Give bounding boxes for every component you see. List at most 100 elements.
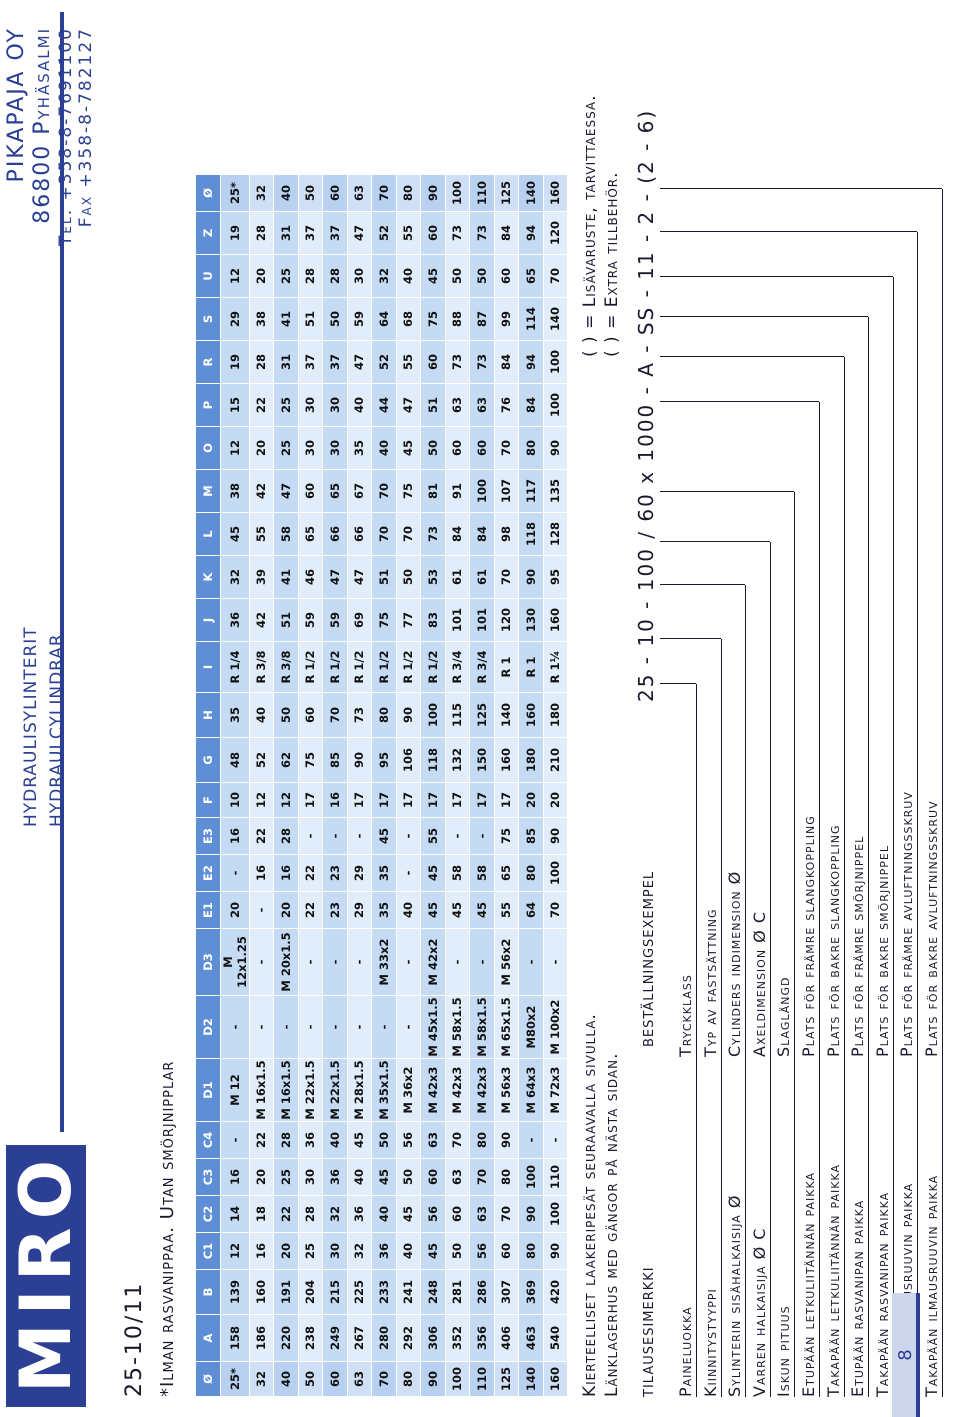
table-cell: 132 bbox=[445, 737, 470, 783]
table-cell: 307 bbox=[494, 1269, 519, 1315]
table-cell: 90 bbox=[518, 1195, 543, 1233]
connector-line bbox=[868, 317, 870, 1397]
table-cell: 35 bbox=[220, 692, 249, 738]
table-cell: R 1 bbox=[518, 641, 543, 693]
table-cell: 100 bbox=[543, 383, 568, 427]
table-cell: 37 bbox=[322, 211, 347, 255]
table-cell: 90 bbox=[494, 1121, 519, 1159]
company-name: PIKAPAJA OY bbox=[4, 27, 29, 183]
table-cell: 51 bbox=[298, 297, 323, 341]
table-cell: 14 bbox=[220, 1195, 249, 1233]
column-header: R bbox=[195, 340, 220, 384]
table-cell: 60 bbox=[420, 211, 445, 255]
table-cell: 25* bbox=[220, 1361, 249, 1397]
miro-logo: MIRO bbox=[5, 1145, 87, 1407]
table-cell: 31 bbox=[273, 340, 298, 384]
table-cell: 106 bbox=[396, 737, 421, 783]
table-cell: 77 bbox=[396, 598, 421, 642]
column-header: B bbox=[195, 1269, 220, 1315]
table-cell: 28 bbox=[273, 1121, 298, 1159]
page-tab-bar bbox=[916, 1293, 920, 1417]
table-cell: 47 bbox=[396, 383, 421, 427]
table-cell: 58 bbox=[273, 512, 298, 556]
table-cell: 59 bbox=[322, 598, 347, 642]
title-sv: hydraulcylindrar bbox=[40, 633, 68, 827]
table-cell: 20 bbox=[543, 782, 568, 818]
table-cell: 50 bbox=[396, 1158, 421, 1196]
table-cell: 19 bbox=[220, 211, 249, 255]
table-cell: M 56x3 bbox=[494, 1058, 519, 1122]
table-cell: 84 bbox=[494, 340, 519, 384]
table-cell: 40 bbox=[371, 1195, 396, 1233]
table-cell: 17 bbox=[469, 782, 494, 818]
table-cell: 45 bbox=[396, 1195, 421, 1233]
table-cell: 47 bbox=[347, 211, 372, 255]
order-key-fi: Etupään letkuliitännän paikka bbox=[799, 1171, 818, 1397]
table-row: 70 280 233 36 40 45 50 M 35x1.5- M 33x2 35 35 45 17 9… bbox=[371, 174, 396, 1397]
column-header: M bbox=[195, 469, 220, 513]
table-cell: 80 bbox=[494, 1158, 519, 1196]
table-cell: R 1/2 bbox=[347, 641, 372, 693]
table-cell: 45 bbox=[420, 254, 445, 298]
table-cell: 47 bbox=[347, 340, 372, 384]
order-key-sv: Axeldimension Ø C bbox=[749, 911, 769, 1057]
table-cell: 20 bbox=[518, 782, 543, 818]
table-cell: 17 bbox=[494, 782, 519, 818]
table-cell: 32 bbox=[322, 1195, 347, 1233]
table-cell: 47 bbox=[273, 469, 298, 513]
table-cell: 160 bbox=[249, 1269, 274, 1315]
order-key-fi: Paineluokka bbox=[676, 1306, 695, 1397]
table-cell: 20 bbox=[273, 1232, 298, 1270]
table-cell: 22 bbox=[298, 891, 323, 929]
table-cell: 55 bbox=[396, 340, 421, 384]
table-cell: 35 bbox=[347, 426, 372, 470]
model-number: 25-10/11 bbox=[122, 1281, 147, 1397]
table-cell: 125 bbox=[494, 174, 519, 212]
table-cell: 45 bbox=[220, 512, 249, 556]
connector-riser bbox=[660, 231, 918, 232]
table-cell: 67 bbox=[347, 469, 372, 513]
order-key-sv: Slaglängd bbox=[774, 976, 794, 1057]
table-cell: 100 bbox=[445, 1361, 470, 1397]
table-cell: 22 bbox=[249, 817, 274, 855]
table-cell: 100 bbox=[469, 469, 494, 513]
table-cell: 51 bbox=[371, 555, 396, 599]
connector-line bbox=[769, 542, 771, 1397]
table-cell: 52 bbox=[249, 737, 274, 783]
column-header: D2 bbox=[195, 995, 220, 1059]
table-cell: M 42x3 bbox=[445, 1058, 470, 1122]
column-header: P bbox=[195, 383, 220, 427]
table-cell: 30 bbox=[347, 254, 372, 298]
table-cell: 41 bbox=[273, 555, 298, 599]
order-key-fi: Iskun pituus bbox=[774, 1305, 794, 1397]
table-cell: 249 bbox=[322, 1314, 347, 1362]
table-cell: 65 bbox=[322, 469, 347, 513]
table-cell: - bbox=[518, 1121, 543, 1159]
table-cell: 17 bbox=[396, 782, 421, 818]
table-row: 63 267 225 32 36 40 45 M 28x1.5- -29 29-17 90 73 R 1… bbox=[347, 174, 372, 1397]
table-cell: 210 bbox=[543, 737, 568, 783]
table-cell: R 1/2 bbox=[371, 641, 396, 693]
connector-riser bbox=[660, 188, 942, 189]
table-cell: 29 bbox=[220, 297, 249, 341]
table-row: 60 249 215 30 32 36 40 M 22x1.5- -23 23-16 85 70 R 1… bbox=[322, 174, 347, 1397]
table-cell: 100 bbox=[543, 854, 568, 892]
table-cell: 125 bbox=[494, 1361, 519, 1397]
table-cell: 90 bbox=[543, 426, 568, 470]
table-cell: 17 bbox=[347, 782, 372, 818]
connector-riser bbox=[660, 401, 819, 402]
table-cell: M 16x1.5 bbox=[273, 1058, 298, 1122]
table-cell: 160 bbox=[543, 1361, 568, 1397]
table-cell: 50 bbox=[322, 297, 347, 341]
connector-line bbox=[696, 684, 697, 1397]
table-cell: 65 bbox=[518, 254, 543, 298]
table-cell: M 22x1.5 bbox=[322, 1058, 347, 1122]
connector-line bbox=[720, 639, 722, 1397]
column-header: F bbox=[195, 782, 220, 818]
table-cell: 101 bbox=[469, 598, 494, 642]
connector-riser bbox=[660, 316, 869, 317]
table-cell: 63 bbox=[469, 383, 494, 427]
table-cell: 63 bbox=[445, 1158, 470, 1196]
column-header: J bbox=[195, 598, 220, 642]
table-cell: 84 bbox=[445, 512, 470, 556]
